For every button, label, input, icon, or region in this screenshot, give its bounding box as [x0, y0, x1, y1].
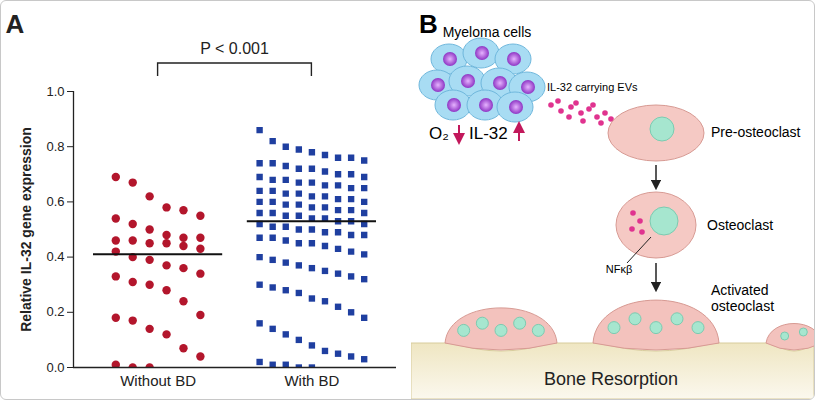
svg-text:0.6: 0.6: [46, 194, 64, 209]
svg-text:Bone Resorption: Bone Resorption: [544, 369, 678, 389]
svg-text:0.8: 0.8: [46, 139, 64, 154]
svg-text:Activated: Activated: [711, 282, 769, 298]
svg-text:0.4: 0.4: [46, 249, 64, 264]
svg-text:With BD: With BD: [284, 372, 339, 389]
svg-text:Osteoclast: Osteoclast: [707, 217, 773, 233]
svg-text:NFκβ: NFκβ: [606, 263, 633, 275]
svg-text:Without BD: Without BD: [120, 372, 196, 389]
svg-text:O₂: O₂: [429, 124, 449, 143]
svg-text:A: A: [6, 9, 25, 39]
svg-text:Relative IL-32 gene expression: Relative IL-32 gene expression: [18, 127, 34, 332]
svg-text:1.0: 1.0: [46, 84, 64, 99]
svg-text:P < 0.001: P < 0.001: [200, 40, 269, 57]
svg-text:Myeloma cells: Myeloma cells: [443, 24, 532, 40]
svg-text:osteoclast: osteoclast: [711, 298, 774, 314]
svg-text:B: B: [419, 9, 438, 39]
svg-text:0.0: 0.0: [46, 360, 64, 375]
svg-text:IL-32 carrying EVs: IL-32 carrying EVs: [547, 81, 638, 93]
svg-text:IL-32: IL-32: [469, 124, 508, 143]
svg-text:Pre-osteoclast: Pre-osteoclast: [711, 124, 801, 140]
svg-text:0.2: 0.2: [46, 304, 64, 319]
